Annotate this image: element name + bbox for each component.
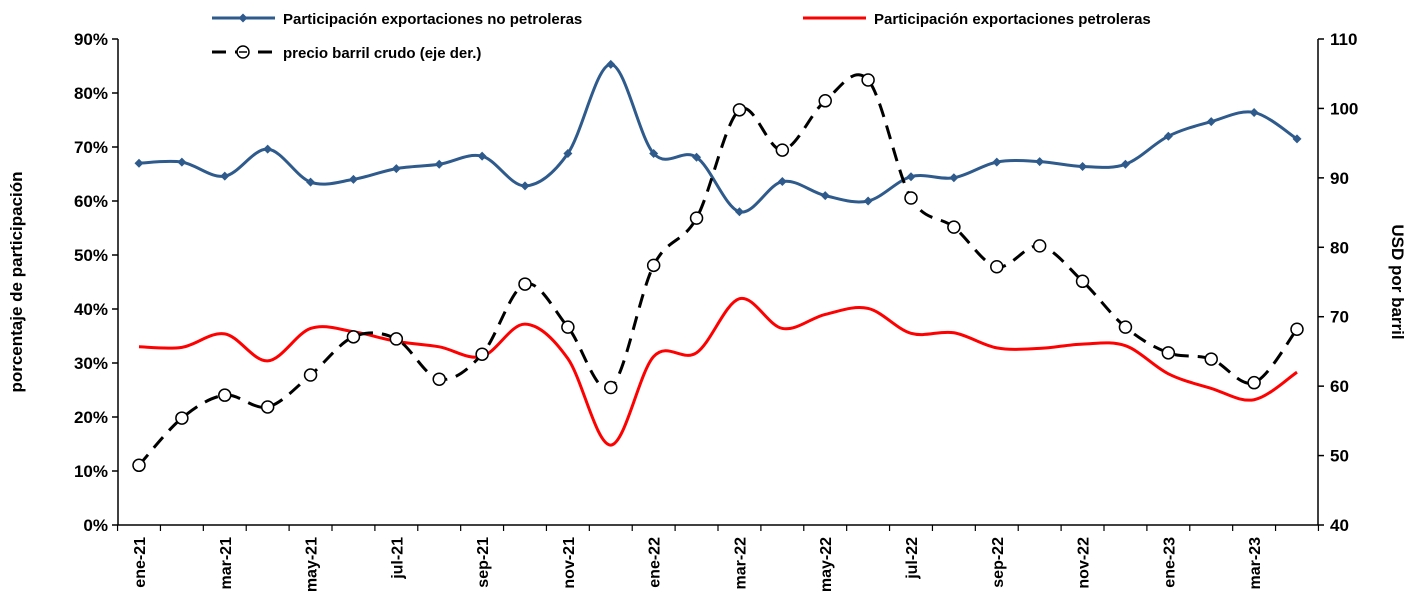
circle-marker	[646, 258, 661, 273]
diamond-marker	[477, 151, 487, 161]
circle-marker	[389, 332, 404, 346]
circle-marker	[904, 191, 918, 205]
circle-marker	[432, 372, 446, 386]
y2-axis-label: USD por barril	[1388, 224, 1407, 339]
circle-marker	[1204, 352, 1218, 366]
diamond-marker	[606, 59, 616, 69]
legend-label: precio barril crudo (eje der.)	[283, 45, 481, 62]
y-tick-label: 0%	[83, 516, 108, 535]
y2-tick-label: 110	[1330, 30, 1357, 49]
circle-marker	[689, 211, 704, 225]
x-tick-label: may-21	[304, 537, 321, 592]
y2-tick-label: 40	[1330, 516, 1349, 535]
y2-tick-label: 70	[1330, 308, 1349, 327]
circle-marker	[1247, 375, 1261, 390]
circle-marker	[132, 458, 146, 473]
diamond-marker	[220, 171, 230, 181]
diamond-marker	[692, 152, 702, 162]
diamond-marker	[1120, 159, 1130, 169]
y-tick-label: 50%	[74, 246, 108, 265]
diamond-marker	[949, 173, 959, 183]
diamond-marker	[177, 157, 187, 167]
y2-tick-label: 60	[1330, 377, 1349, 396]
diamond-marker	[1206, 117, 1216, 127]
circle-marker	[1075, 274, 1090, 289]
circle-marker	[260, 400, 275, 414]
diamond-marker	[263, 144, 273, 154]
y-tick-label: 90%	[74, 30, 108, 49]
diamond-marker	[906, 172, 916, 182]
diamond-marker	[434, 159, 444, 169]
diamond-marker	[1292, 134, 1302, 144]
y2-tick-label: 90	[1330, 169, 1349, 188]
diamond-marker	[520, 181, 530, 191]
y-tick-label: 80%	[74, 84, 108, 103]
diamond-marker	[1035, 157, 1045, 167]
circle-marker	[346, 330, 361, 344]
x-tick-label: nov-21	[561, 537, 578, 589]
circle-marker	[218, 388, 232, 402]
x-tick-label: sep-22	[990, 537, 1007, 588]
y-tick-label: 10%	[74, 462, 108, 481]
diamond-marker	[992, 157, 1002, 167]
diamond-marker	[1249, 107, 1259, 117]
diamond-marker	[563, 148, 573, 158]
x-tick-label: ene-21	[132, 537, 149, 588]
y-tick-label: 70%	[74, 138, 108, 157]
diamond-marker	[734, 207, 744, 217]
series-line	[137, 73, 1299, 467]
circle-marker	[861, 73, 875, 87]
y2-tick-label: 50	[1330, 447, 1349, 466]
circle-marker	[818, 94, 832, 108]
circle-marker	[303, 368, 318, 382]
diamond-marker	[863, 196, 873, 206]
circle-marker	[175, 411, 189, 425]
circle-marker	[732, 103, 747, 117]
x-tick-label: may-22	[818, 537, 835, 592]
y-tick-label: 40%	[74, 300, 108, 319]
y-tick-label: 60%	[74, 192, 108, 211]
diamond-marker	[306, 177, 316, 187]
diamond-marker	[134, 158, 144, 168]
x-tick-label: ene-22	[647, 537, 664, 588]
circle-marker	[775, 143, 790, 157]
circle-marker	[947, 220, 961, 234]
x-tick-label: ene-23	[1161, 537, 1178, 588]
diamond-marker	[820, 191, 830, 201]
y2-tick-label: 80	[1330, 238, 1349, 257]
circle-marker	[604, 380, 618, 395]
circle-marker	[990, 259, 1004, 274]
circle-marker	[561, 320, 575, 334]
y-tick-label: 30%	[74, 354, 108, 373]
series-line	[138, 62, 1298, 214]
diamond-marker	[649, 148, 659, 158]
x-tick-label: jul-21	[389, 537, 406, 580]
series-line	[138, 297, 1298, 447]
x-tick-label: sep-21	[475, 537, 492, 588]
diamond-marker	[1163, 131, 1173, 141]
diamond-marker	[777, 177, 787, 187]
x-tick-label: mar-23	[1247, 537, 1264, 590]
x-tick-label: mar-22	[732, 537, 749, 590]
diamond-marker	[1078, 161, 1088, 171]
y2-tick-label: 100	[1330, 99, 1358, 118]
circle-marker	[518, 277, 532, 291]
circle-marker	[1161, 346, 1176, 360]
x-tick-label: nov-22	[1076, 537, 1093, 589]
diamond-marker	[348, 174, 358, 184]
circle-marker	[1290, 322, 1304, 336]
x-tick-label: mar-21	[218, 537, 235, 590]
legend-marker	[238, 13, 248, 23]
circle-marker	[1032, 239, 1047, 253]
legend-label: Participación exportaciones no petrolera…	[283, 11, 582, 28]
y-tick-label: 20%	[74, 408, 108, 427]
legend-label: Participación exportaciones petroleras	[874, 11, 1151, 28]
diamond-marker	[391, 164, 401, 174]
y-axis-label: porcentaje de participación	[7, 171, 26, 392]
x-tick-label: jul-22	[904, 537, 921, 580]
circle-marker	[1118, 320, 1133, 334]
circle-marker	[475, 347, 489, 361]
